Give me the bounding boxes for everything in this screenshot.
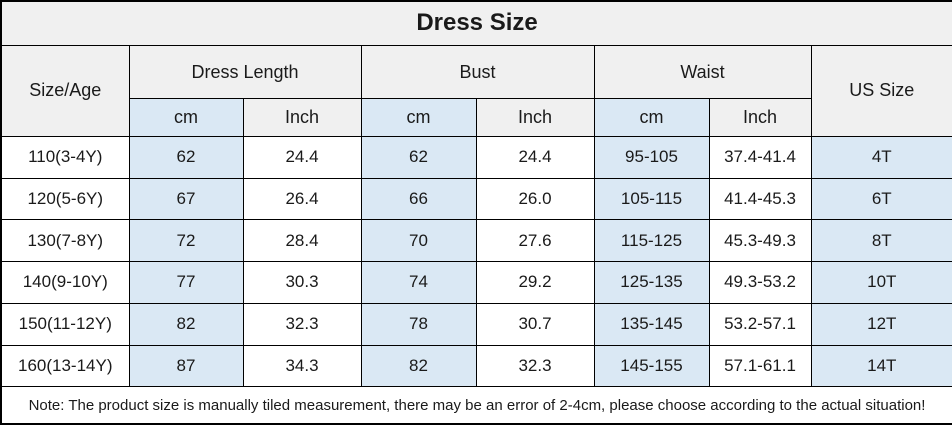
cell-dress-length-inch: 26.4: [242, 177, 362, 221]
cell-bust-inch: 30.7: [475, 302, 595, 346]
cell-waist-cm: 145-155: [593, 344, 710, 388]
cell-size-age: 150(11-12Y): [0, 302, 130, 346]
cell-dress-length-inch: 30.3: [242, 261, 362, 304]
cell-waist-cm: 125-135: [593, 261, 710, 304]
note-row: Note: The product size is manually tiled…: [0, 386, 952, 425]
column-group-bust: Bust: [360, 44, 595, 100]
cell-size-age: 130(7-8Y): [0, 219, 130, 263]
cell-waist-cm: 95-105: [593, 135, 710, 179]
cell-bust-cm: 82: [360, 344, 477, 388]
cell-dress-length-inch: 34.3: [242, 344, 362, 388]
column-header-size-age: Size/Age: [0, 44, 130, 137]
table-row-150: 150(11-12Y) 82 32.3 78 30.7 135-145 53.2…: [0, 302, 952, 346]
cell-waist-cm: 135-145: [593, 302, 710, 346]
unit-header-bust-cm: cm: [360, 98, 477, 137]
column-group-dress-length: Dress Length: [128, 44, 362, 100]
cell-dress-length-cm: 87: [128, 344, 244, 388]
cell-size-age: 120(5-6Y): [0, 177, 130, 221]
cell-waist-inch: 37.4-41.4: [708, 135, 812, 179]
cell-waist-inch: 57.1-61.1: [708, 344, 812, 388]
cell-bust-cm: 62: [360, 135, 477, 179]
cell-bust-cm: 66: [360, 177, 477, 221]
cell-waist-inch: 41.4-45.3: [708, 177, 812, 221]
cell-waist-inch: 45.3-49.3: [708, 219, 812, 263]
cell-bust-inch: 29.2: [475, 261, 595, 304]
cell-dress-length-cm: 62: [128, 135, 244, 179]
table-row-130: 130(7-8Y) 72 28.4 70 27.6 115-125 45.3-4…: [0, 219, 952, 263]
cell-dress-length-cm: 72: [128, 219, 244, 263]
cell-waist-cm: 115-125: [593, 219, 710, 263]
unit-header-waist-inch: Inch: [708, 98, 812, 137]
column-header-us-size: US Size: [810, 44, 952, 137]
cell-us-size: 14T: [810, 344, 952, 388]
cell-bust-cm: 70: [360, 219, 477, 263]
unit-header-dress-length-inch: Inch: [242, 98, 362, 137]
cell-dress-length-inch: 32.3: [242, 302, 362, 346]
cell-size-age: 160(13-14Y): [0, 344, 130, 388]
cell-bust-inch: 27.6: [475, 219, 595, 263]
table-row-110: 110(3-4Y) 62 24.4 62 24.4 95-105 37.4-41…: [0, 135, 952, 179]
cell-waist-inch: 49.3-53.2: [708, 261, 812, 304]
unit-header-waist-cm: cm: [593, 98, 710, 137]
cell-size-age: 140(9-10Y): [0, 261, 130, 304]
cell-dress-length-inch: 24.4: [242, 135, 362, 179]
cell-waist-cm: 105-115: [593, 177, 710, 221]
cell-bust-inch: 26.0: [475, 177, 595, 221]
table-row-160: 160(13-14Y) 87 34.3 82 32.3 145-155 57.1…: [0, 344, 952, 388]
cell-dress-length-cm: 77: [128, 261, 244, 304]
page-title: Dress Size: [0, 0, 952, 46]
table-row-120: 120(5-6Y) 67 26.4 66 26.0 105-115 41.4-4…: [0, 177, 952, 221]
table-row-140: 140(9-10Y) 77 30.3 74 29.2 125-135 49.3-…: [0, 261, 952, 304]
title-row: Dress Size: [0, 0, 952, 46]
cell-us-size: 10T: [810, 261, 952, 304]
cell-dress-length-cm: 82: [128, 302, 244, 346]
note-text: Note: The product size is manually tiled…: [0, 386, 952, 425]
cell-bust-cm: 74: [360, 261, 477, 304]
cell-us-size: 8T: [810, 219, 952, 263]
cell-us-size: 12T: [810, 302, 952, 346]
cell-dress-length-cm: 67: [128, 177, 244, 221]
column-group-waist: Waist: [593, 44, 812, 100]
unit-header-bust-inch: Inch: [475, 98, 595, 137]
cell-us-size: 4T: [810, 135, 952, 179]
cell-bust-inch: 32.3: [475, 344, 595, 388]
cell-size-age: 110(3-4Y): [0, 135, 130, 179]
cell-waist-inch: 53.2-57.1: [708, 302, 812, 346]
column-group-header-row: Size/Age Dress Length Bust Waist US Size: [0, 44, 952, 137]
cell-us-size: 6T: [810, 177, 952, 221]
cell-bust-inch: 24.4: [475, 135, 595, 179]
cell-bust-cm: 78: [360, 302, 477, 346]
cell-dress-length-inch: 28.4: [242, 219, 362, 263]
unit-header-row: cm Inch cm Inch cm Inch: [1, 98, 952, 137]
unit-header-dress-length-cm: cm: [128, 98, 244, 137]
